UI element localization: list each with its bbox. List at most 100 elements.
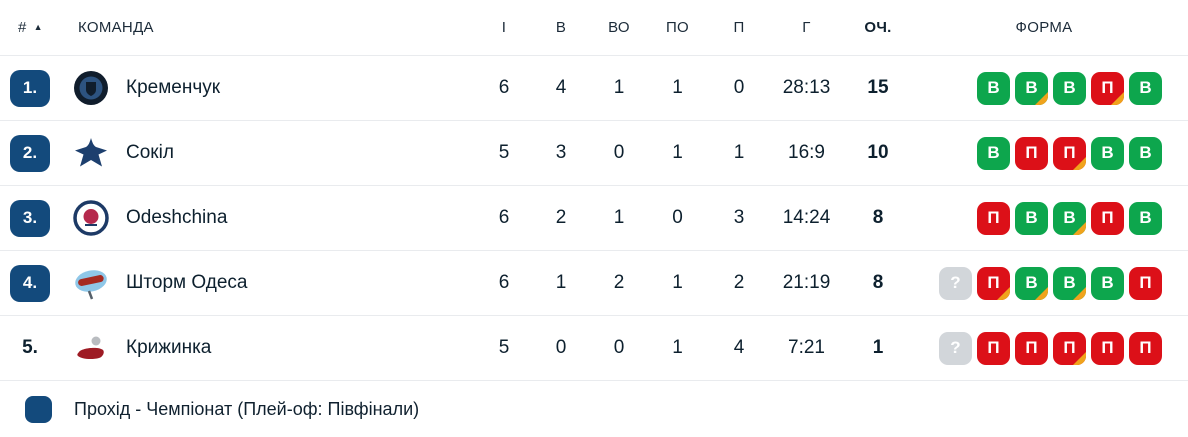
- form-box-loss[interactable]: П: [1091, 71, 1124, 105]
- form-box-loss[interactable]: П: [1091, 331, 1124, 365]
- form-box-unknown[interactable]: ?: [939, 331, 972, 365]
- stat-ot-wins: 1: [613, 207, 625, 228]
- team-logo[interactable]: [62, 330, 120, 366]
- stat-wins: 0: [555, 337, 567, 358]
- form-box-loss[interactable]: П: [1129, 331, 1162, 365]
- form-result-label: В: [987, 78, 1000, 97]
- form-result-label: П: [1063, 143, 1076, 162]
- form-boxes: ? П В В В П: [914, 266, 1188, 300]
- rank-cell: 1.: [0, 69, 62, 107]
- form-result-label: П: [1139, 273, 1152, 292]
- header-losses: П: [733, 19, 745, 36]
- form-result-label: П: [1101, 208, 1114, 227]
- form-box-win[interactable]: В: [1053, 201, 1086, 235]
- form-boxes: ? П П П П П: [914, 331, 1188, 365]
- overtime-corner-icon: [1073, 221, 1086, 235]
- form-box-win[interactable]: В: [1015, 266, 1048, 300]
- form-box-win[interactable]: В: [977, 71, 1010, 105]
- header-ot-losses: ПО: [665, 19, 690, 36]
- form-box-win[interactable]: В: [1053, 71, 1086, 105]
- form-box-loss[interactable]: П: [1091, 201, 1124, 235]
- stat-points: 1: [872, 337, 884, 358]
- overtime-corner-icon: [1073, 156, 1086, 170]
- rank-cell: 4.: [0, 264, 62, 302]
- form-box-loss[interactable]: П: [1129, 266, 1162, 300]
- form-result-label: П: [1101, 338, 1114, 357]
- overtime-corner-icon: [1035, 286, 1048, 300]
- stat-goals: 14:24: [782, 207, 831, 228]
- team-name[interactable]: Крижинка: [126, 337, 212, 358]
- form-result-label: П: [1063, 338, 1076, 357]
- form-box-unknown[interactable]: ?: [939, 266, 972, 300]
- form-box-loss[interactable]: П: [1053, 331, 1086, 365]
- table-row: 5. Крижинка 5 0 0 1 4 7:21 1 ? П П П П П: [0, 315, 1188, 380]
- stat-ot-wins: 0: [613, 142, 625, 163]
- header-wins: В: [555, 19, 567, 36]
- form-box-loss[interactable]: П: [977, 266, 1010, 300]
- stat-ot-losses: 1: [672, 272, 683, 293]
- form-box-win[interactable]: В: [1015, 201, 1048, 235]
- form-result-label: В: [987, 143, 1000, 162]
- form-result-label: В: [1101, 273, 1114, 292]
- form-result-label: В: [1139, 208, 1152, 227]
- rank-badge: 5.: [22, 337, 38, 358]
- form-result-label: В: [1063, 273, 1076, 292]
- stat-ot-losses: 0: [672, 207, 683, 228]
- form-box-loss[interactable]: П: [977, 331, 1010, 365]
- form-box-win[interactable]: В: [977, 136, 1010, 170]
- form-box-win[interactable]: В: [1129, 201, 1162, 235]
- overtime-corner-icon: [1035, 91, 1048, 105]
- rank-badge: 2.: [10, 134, 50, 172]
- form-box-win[interactable]: В: [1091, 266, 1124, 300]
- form-result-label: П: [1101, 78, 1114, 97]
- header-goals: Г: [802, 19, 811, 36]
- form-box-win[interactable]: В: [1053, 266, 1086, 300]
- form-box-loss[interactable]: П: [977, 201, 1010, 235]
- form-box-loss[interactable]: П: [1053, 136, 1086, 170]
- team-name[interactable]: Шторм Одеса: [126, 272, 248, 293]
- form-result-label: ?: [950, 273, 961, 292]
- stat-losses: 0: [733, 77, 745, 98]
- stat-ot-losses: 1: [672, 337, 683, 358]
- team-name[interactable]: Odeshchina: [126, 207, 228, 228]
- legend-qualification-swatch: [25, 395, 52, 423]
- form-box-win[interactable]: В: [1129, 71, 1162, 105]
- stat-wins: 2: [555, 207, 567, 228]
- rank-cell: 2.: [0, 134, 62, 172]
- stat-goals: 16:9: [788, 142, 825, 163]
- form-result-label: В: [1063, 208, 1076, 227]
- stat-points: 8: [872, 272, 884, 293]
- stat-ot-wins: 1: [613, 77, 625, 98]
- form-result-label: П: [987, 208, 1000, 227]
- stat-games: 5: [498, 337, 510, 358]
- team-logo[interactable]: [62, 265, 120, 301]
- stat-wins: 1: [555, 272, 567, 293]
- stat-games: 5: [498, 142, 510, 163]
- team-name[interactable]: Кременчук: [126, 77, 221, 98]
- form-box-loss[interactable]: П: [1015, 136, 1048, 170]
- header-rank[interactable]: # ▲: [0, 19, 62, 36]
- team-logo[interactable]: [62, 70, 120, 106]
- table-row: 3. Odeshchina 6 2 1 0 3 14:24 8 П В В П В: [0, 185, 1188, 250]
- stat-points: 15: [867, 77, 889, 98]
- rank-header-label: #: [18, 19, 27, 36]
- form-box-win[interactable]: В: [1015, 71, 1048, 105]
- form-result-label: В: [1101, 143, 1114, 162]
- form-box-loss[interactable]: П: [1015, 331, 1048, 365]
- team-logo[interactable]: [62, 200, 120, 236]
- header-ot-wins: ВО: [608, 19, 630, 36]
- overtime-corner-icon: [1073, 351, 1086, 365]
- stat-goals: 28:13: [782, 77, 831, 98]
- team-logo[interactable]: [62, 135, 120, 171]
- overtime-corner-icon: [1073, 286, 1086, 300]
- form-result-label: В: [1063, 78, 1076, 97]
- team-name[interactable]: Сокіл: [126, 142, 174, 163]
- form-box-win[interactable]: В: [1129, 136, 1162, 170]
- form-result-label: П: [987, 273, 1000, 292]
- form-box-win[interactable]: В: [1091, 136, 1124, 170]
- rank-badge: 4.: [10, 264, 50, 302]
